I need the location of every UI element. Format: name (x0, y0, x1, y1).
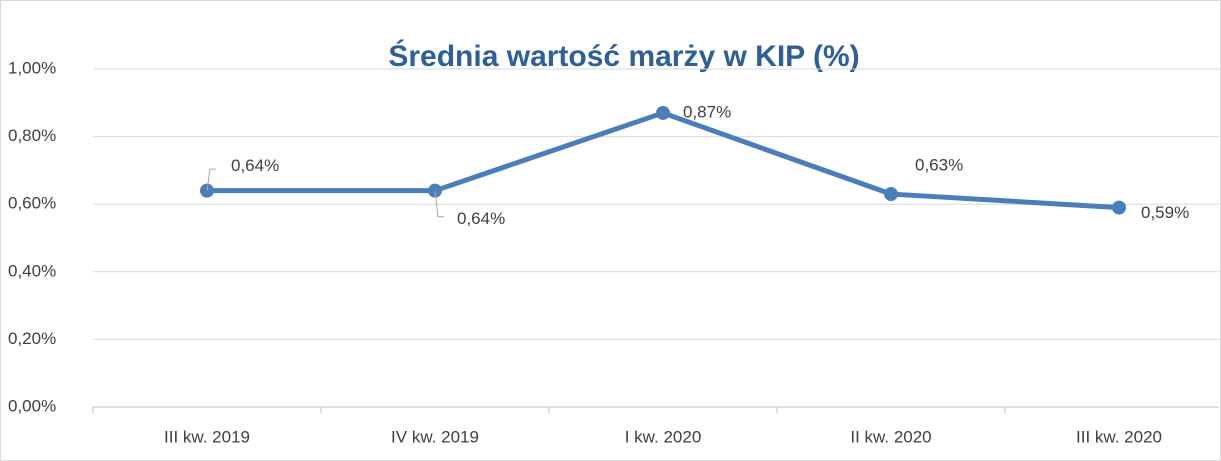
point (884, 187, 898, 202)
point (656, 105, 670, 120)
data-label: 0,64% (457, 209, 505, 228)
y-tick-label: 0,20% (8, 329, 56, 348)
y-tick-label: 1,00% (8, 58, 56, 77)
x-tick-label: III kw. 2019 (164, 427, 250, 446)
y-tick-label: 0,00% (8, 396, 56, 415)
y-tick-label: 0,40% (8, 261, 56, 280)
x-tick-label: II kw. 2020 (850, 427, 931, 446)
x-tick-label: III kw. 2020 (1076, 427, 1162, 446)
chart-title: Średnia wartość marży w KIP (%) (388, 39, 859, 73)
x-tick-label: I kw. 2020 (625, 427, 702, 446)
data-label: 0,64% (231, 156, 279, 175)
point (1112, 200, 1126, 215)
x-tick-label: IV kw. 2019 (391, 427, 479, 446)
leader-line (434, 190, 444, 218)
y-tick-label: 0,80% (8, 126, 56, 145)
y-tick-label: 0,60% (8, 194, 56, 213)
data-label: 0,87% (683, 102, 731, 121)
data-label: 0,63% (915, 156, 963, 175)
leader-line (206, 168, 216, 191)
data-label: 0,59% (1141, 203, 1189, 222)
